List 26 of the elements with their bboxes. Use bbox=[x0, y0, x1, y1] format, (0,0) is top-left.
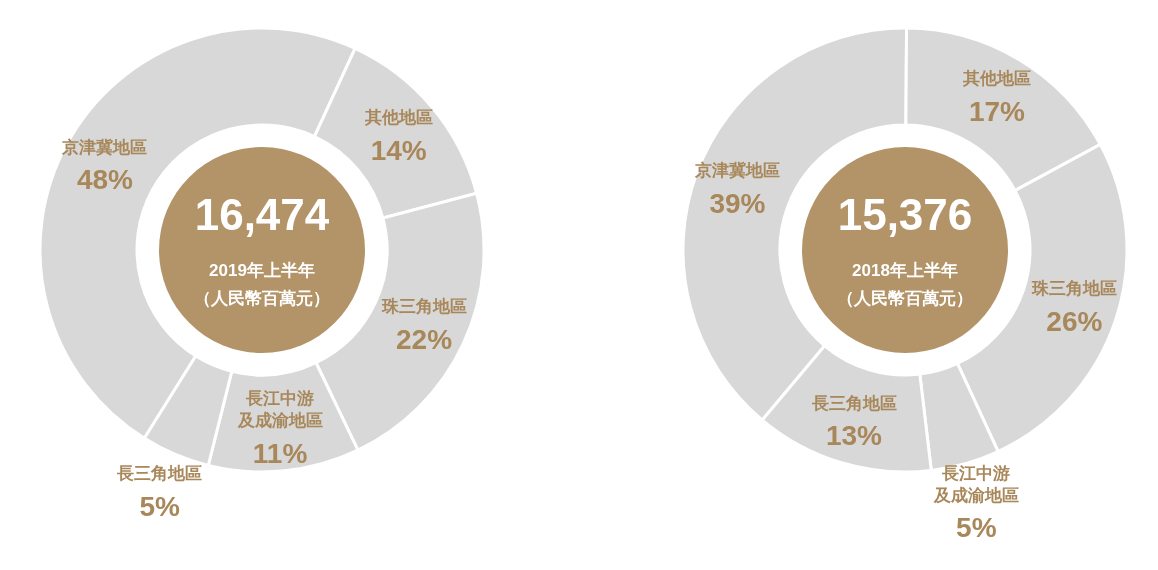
text: 16,474 bbox=[194, 189, 330, 239]
slice-label: 珠三角地區 bbox=[1030, 278, 1117, 298]
text: （人民幣百萬元） bbox=[194, 289, 330, 309]
slice-label: 長江中游及成渝地區 bbox=[236, 389, 323, 431]
data-label: 39% bbox=[709, 187, 766, 219]
slice-label: 長三角地區 bbox=[810, 393, 897, 413]
slice-label: 其他地區 bbox=[363, 107, 433, 127]
data-label: 17% bbox=[968, 96, 1026, 128]
data-label: 5% bbox=[956, 512, 997, 544]
data-label: 48% bbox=[76, 164, 134, 196]
text: 15,376 bbox=[837, 189, 973, 239]
text: 2019年上半年 bbox=[209, 261, 315, 281]
slice-label: 京津冀地區 bbox=[61, 137, 148, 157]
data-label: 11% bbox=[252, 437, 308, 469]
data-label: 26% bbox=[1046, 305, 1103, 337]
data-label: 5% bbox=[139, 490, 180, 522]
data-label: 22% bbox=[396, 324, 453, 356]
text: （人民幣百萬元） bbox=[837, 289, 973, 309]
slice-label: 京津冀地區 bbox=[693, 160, 780, 180]
data-label: 13% bbox=[825, 420, 883, 452]
slice-label: 長三角地區 bbox=[116, 463, 203, 483]
slice-label: 長江中游及成渝地區 bbox=[932, 463, 1019, 505]
data-label: 14% bbox=[370, 134, 427, 166]
text: 2018年上半年 bbox=[852, 261, 958, 281]
slice-label: 其他地區 bbox=[961, 69, 1031, 89]
slice-label: 珠三角地區 bbox=[380, 297, 467, 317]
